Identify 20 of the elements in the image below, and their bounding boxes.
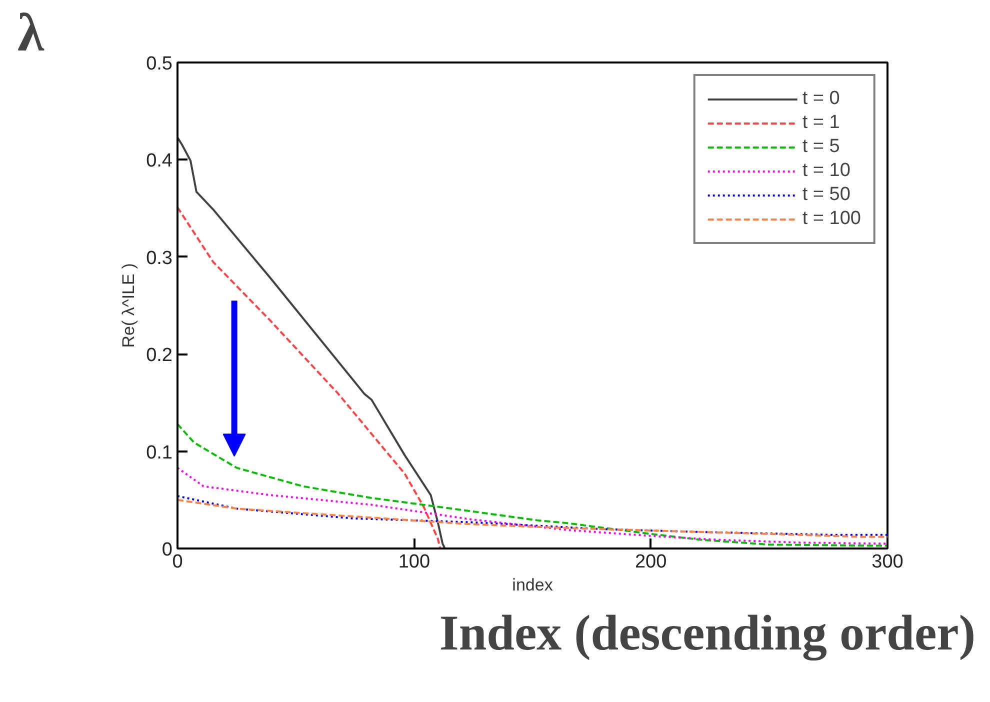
legend-label: t = 5 bbox=[802, 136, 840, 158]
x-tick-label: 200 bbox=[634, 552, 667, 572]
y-tick-label: 0.3 bbox=[146, 248, 173, 269]
y-tick-label: 0.4 bbox=[146, 150, 173, 172]
y-tick-label: 0.5 bbox=[146, 54, 173, 74]
legend-label: t = 0 bbox=[802, 88, 840, 110]
y-tick-label: 0.1 bbox=[146, 442, 173, 464]
line-series bbox=[178, 423, 888, 547]
y-tick-label: 0.2 bbox=[146, 345, 173, 366]
legend-label: t = 10 bbox=[802, 160, 850, 182]
y-axis-title: Re( λ^ILE ) bbox=[119, 263, 138, 348]
legend-label: t = 1 bbox=[802, 112, 840, 134]
legend-label: t = 50 bbox=[802, 184, 850, 206]
x-tick-label: 300 bbox=[872, 552, 904, 572]
x-tick-label: 100 bbox=[398, 552, 430, 572]
text: λ bbox=[18, 2, 44, 62]
legend-label: t = 100 bbox=[802, 208, 861, 230]
text: Index (descending order) bbox=[439, 604, 976, 662]
x-axis-title: index bbox=[512, 576, 554, 594]
line-series bbox=[178, 466, 888, 545]
